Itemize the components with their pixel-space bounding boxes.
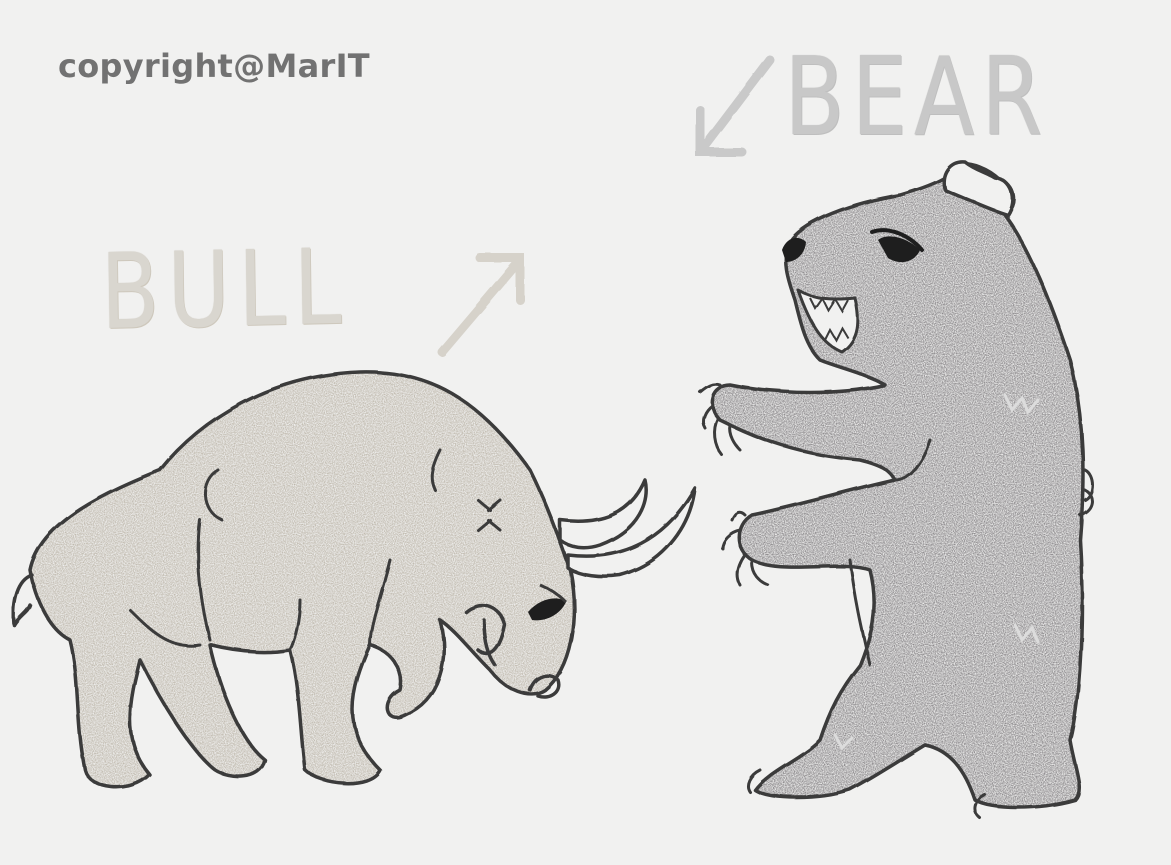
bull-figure xyxy=(11,370,697,790)
bear-brow xyxy=(870,228,924,252)
bull-tail xyxy=(11,573,34,627)
arrow-down-left-icon xyxy=(695,55,775,157)
bear-claws-lower xyxy=(720,510,770,587)
bear-figure xyxy=(698,160,1094,820)
bear-fur-marks xyxy=(833,393,1040,751)
copyright-watermark: copyright@MarIT xyxy=(58,47,370,85)
bear-claws-upper xyxy=(698,382,742,457)
bear-body xyxy=(711,163,1083,808)
bull-horn-back xyxy=(558,478,648,550)
bull-body xyxy=(30,371,574,788)
bull-outline xyxy=(28,370,576,790)
bull-eye xyxy=(528,598,566,621)
bull-brow xyxy=(539,583,568,604)
bear-nose xyxy=(782,237,806,262)
bull-horn-front xyxy=(566,486,697,578)
bear-eye xyxy=(878,236,920,263)
bear-toes xyxy=(746,768,987,820)
bear-label: BEAR xyxy=(784,35,1050,160)
bear-body-lines xyxy=(848,438,1094,667)
bull-nose xyxy=(464,603,561,699)
bear-ear xyxy=(942,160,1015,217)
arrow-up-right-icon xyxy=(437,253,525,357)
bear-outline xyxy=(710,162,1085,810)
bull-muscle-lines xyxy=(128,448,442,652)
bull-anger-mark xyxy=(476,498,502,532)
bear-teeth xyxy=(809,296,849,343)
